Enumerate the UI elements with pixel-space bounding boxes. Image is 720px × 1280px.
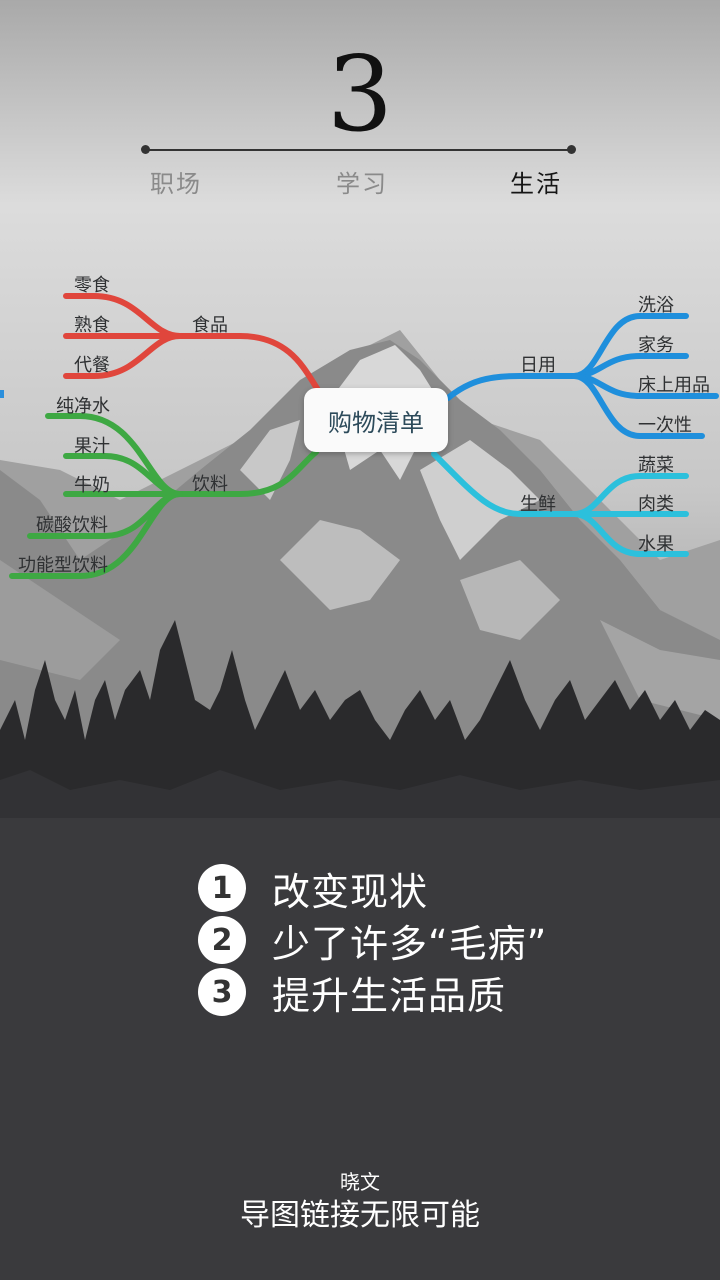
mindmap-node-food[interactable]: 食品 <box>192 315 228 336</box>
mindmap-leaf-disposable[interactable]: 一次性 <box>638 415 692 436</box>
mindmap-leaf-soda[interactable]: 碳酸饮料 <box>36 515 108 536</box>
mindmap-leaf-fruit[interactable]: 水果 <box>638 534 674 555</box>
benefit-text: 改变现状 <box>272 869 429 914</box>
mindmap-leaf-housework[interactable]: 家务 <box>638 335 674 356</box>
step-number: 3 <box>326 33 394 155</box>
mindmap-node-fresh[interactable]: 生鲜 <box>520 494 556 515</box>
mindmap-leaf-snacks[interactable]: 零食 <box>74 275 110 296</box>
tab-life[interactable]: 生活 <box>510 170 562 198</box>
mindmap-leaf-juice[interactable]: 果汁 <box>74 436 110 457</box>
tabs-line-right-dot <box>567 145 576 154</box>
mindmap-node-daily-goods[interactable]: 日用 <box>520 355 556 376</box>
benefit-text: 提升生活品质 <box>272 973 507 1018</box>
number-badge: 1 <box>198 864 246 912</box>
tabs-line-left-dot <box>141 145 150 154</box>
branch-drinks-lines <box>9 413 319 579</box>
mindmap-leaf-bath[interactable]: 洗浴 <box>638 295 674 316</box>
mindmap-leaf-pure-water[interactable]: 纯净水 <box>56 396 110 417</box>
mindmap-leaf-meat[interactable]: 肉类 <box>638 494 674 515</box>
branch-food-lines <box>63 293 321 393</box>
mindmap-center-node[interactable]: 购物清单 <box>304 388 448 452</box>
number-badge: 2 <box>198 916 246 964</box>
mindmap-leaf-functional-drinks[interactable]: 功能型饮料 <box>18 555 108 576</box>
branch-fresh-lines <box>431 451 689 557</box>
mindmap-leaf-milk[interactable]: 牛奶 <box>74 475 110 496</box>
tab-study[interactable]: 学习 <box>336 170 388 198</box>
benefit-item: 2 少了许多“毛病” <box>198 914 547 966</box>
benefit-text: 少了许多“毛病” <box>272 921 548 966</box>
mindmap-leaf-meal-replacement[interactable]: 代餐 <box>74 355 110 376</box>
author-name: 晓文 <box>340 1170 380 1194</box>
tagline: 导图链接无限可能 <box>240 1198 480 1233</box>
tabs-divider-line <box>146 149 572 151</box>
mindmap-node-drinks[interactable]: 饮料 <box>192 474 228 495</box>
mindmap-leaf-vegetables[interactable]: 蔬菜 <box>638 455 674 476</box>
branch-daily-lines <box>445 313 719 439</box>
benefit-item: 3 提升生活品质 <box>198 966 506 1018</box>
number-badge: 3 <box>198 968 246 1016</box>
mindmap-leaf-bedding[interactable]: 床上用品 <box>638 375 710 396</box>
mindmap-leaf-cooked-food[interactable]: 熟食 <box>74 315 110 336</box>
tab-work[interactable]: 职场 <box>150 170 202 198</box>
benefit-item: 1 改变现状 <box>198 862 428 914</box>
